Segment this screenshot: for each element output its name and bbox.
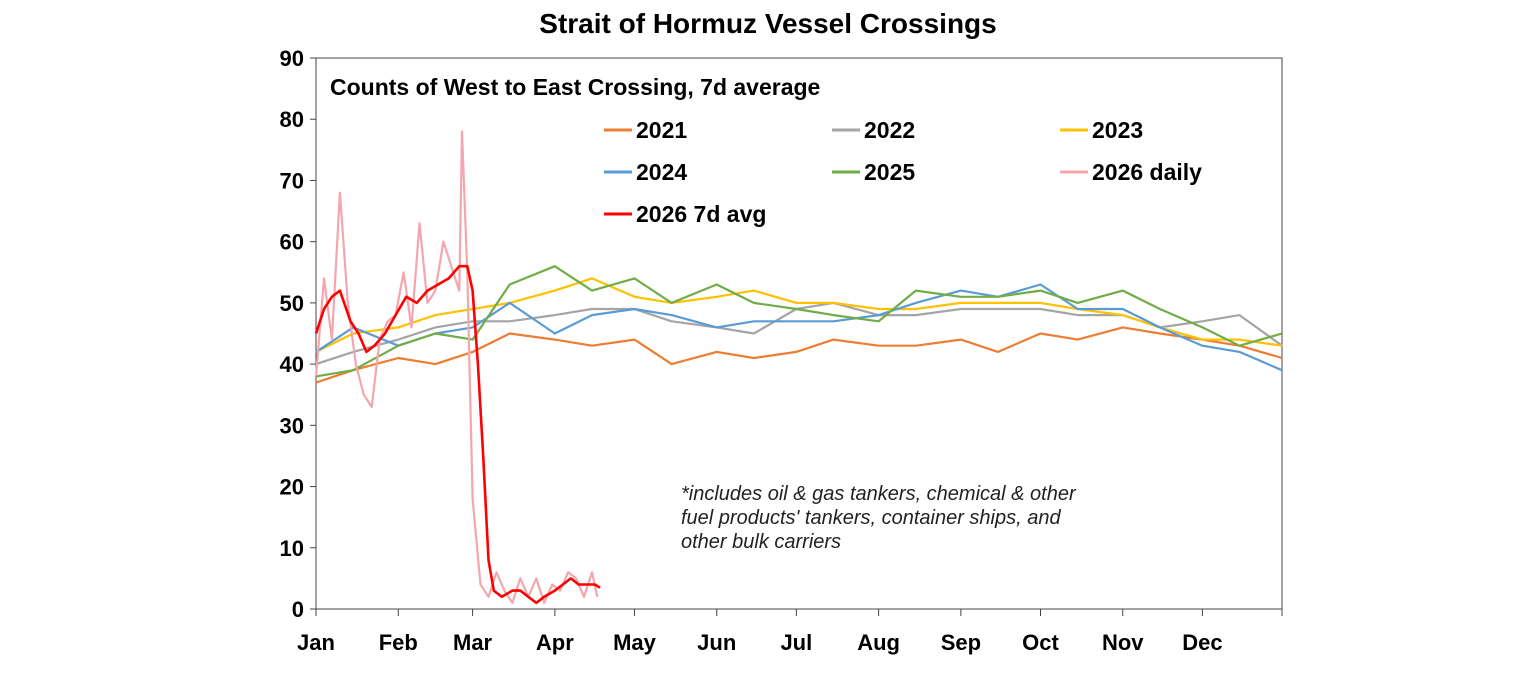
y-tick-label: 10 (280, 536, 304, 561)
y-tick-label: 20 (280, 475, 304, 500)
x-tick-label: May (613, 630, 657, 655)
y-tick-label: 40 (280, 352, 304, 377)
x-tick-label: Mar (453, 630, 493, 655)
legend-label: 2026 7d avg (636, 201, 766, 227)
x-axis: Jan Feb Mar Apr May Jun Jul Aug Sep Oct Nov Dec (297, 609, 1283, 655)
y-tick-label: 60 (280, 230, 304, 255)
x-tick-label: Dec (1182, 630, 1222, 655)
x-tick-label: Jun (697, 630, 736, 655)
y-tick-label: 80 (280, 107, 304, 132)
x-tick-label: Oct (1022, 630, 1059, 655)
series-line-2026-7d-avg (314, 264, 601, 605)
x-tick-label: Jan (297, 630, 335, 655)
legend-label: 2026 daily (1092, 159, 1202, 185)
y-axis: 0 10 20 30 40 50 60 70 80 90 (280, 46, 316, 622)
y-tick-label: 90 (280, 46, 304, 71)
y-tick-label: 70 (280, 168, 304, 193)
series-line-2024 (315, 283, 1283, 372)
legend-label: 2025 (864, 159, 915, 185)
series-line-2025 (315, 265, 1283, 378)
x-tick-label: Nov (1102, 630, 1144, 655)
legend: 2021 2022 2023 2024 2025 2026 daily 2026 7d av… (604, 117, 1202, 227)
series-line-2021 (315, 326, 1283, 384)
note-line-3: other bulk carriers (681, 531, 841, 553)
legend-label: 2022 (864, 117, 915, 143)
y-tick-label: 30 (280, 413, 304, 438)
legend-label: 2023 (1092, 117, 1143, 143)
note-line-1: *includes oil & gas tankers, chemical & … (681, 483, 1077, 505)
note-line-2: fuel products' tankers, container ships,… (681, 507, 1061, 529)
series-layer (314, 130, 1283, 605)
legend-label: 2021 (636, 117, 687, 143)
chart-subtitle: Counts of West to East Crossing, 7d aver… (330, 74, 820, 100)
y-tick-label: 50 (280, 291, 304, 316)
chart-title: Strait of Hormuz Vessel Crossings (539, 8, 997, 39)
x-tick-label: Aug (857, 630, 900, 655)
x-tick-label: Feb (379, 630, 418, 655)
x-tick-label: Apr (536, 630, 574, 655)
x-tick-label: Sep (941, 630, 981, 655)
series-line-2023 (315, 277, 1283, 353)
x-tick-label: Jul (780, 630, 812, 655)
y-tick-label: 0 (292, 597, 304, 622)
legend-label: 2024 (636, 159, 687, 185)
series-line-2026-daily (314, 130, 599, 605)
